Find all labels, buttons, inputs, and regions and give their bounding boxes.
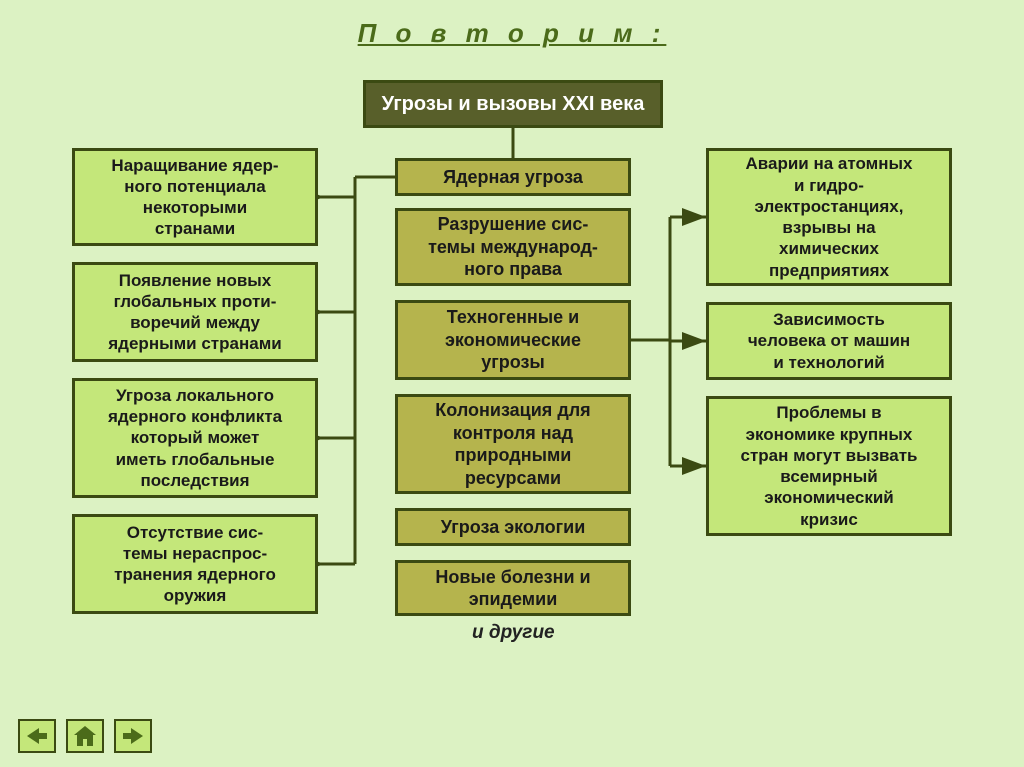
left-box-1: Появление новыхглобальных проти-воречий … (72, 262, 318, 362)
right-box-0: Аварии на атомныхи гидро-электростанциях… (706, 148, 952, 286)
center-box-2: Техногенные иэкономическиеугрозы (395, 300, 631, 380)
center-box-5: Новые болезни иэпидемии (395, 560, 631, 616)
left-box-2: Угроза локальногоядерного конфликтакотор… (72, 378, 318, 498)
nav-icons (18, 719, 152, 753)
home-button[interactable] (66, 719, 104, 753)
next-button[interactable] (114, 719, 152, 753)
left-box-0: Наращивание ядер-ного потенциаланекоторы… (72, 148, 318, 246)
center-box-1: Разрушение сис-темы международ-ного прав… (395, 208, 631, 286)
page-title: П о в т о р и м : (0, 0, 1024, 49)
left-box-3: Отсутствие сис-темы нераспрос-транения я… (72, 514, 318, 614)
center-box-3: Колонизация дляконтроля надприроднымирес… (395, 394, 631, 494)
footer-note: и другие (472, 622, 555, 644)
center-box-4: Угроза экологии (395, 508, 631, 546)
center-box-0: Ядерная угроза (395, 158, 631, 196)
right-box-2: Проблемы вэкономике крупныхстран могут в… (706, 396, 952, 536)
right-box-1: Зависимостьчеловека от машини технологий (706, 302, 952, 380)
prev-button[interactable] (18, 719, 56, 753)
root-box: Угрозы и вызовы XXI века (363, 80, 663, 128)
